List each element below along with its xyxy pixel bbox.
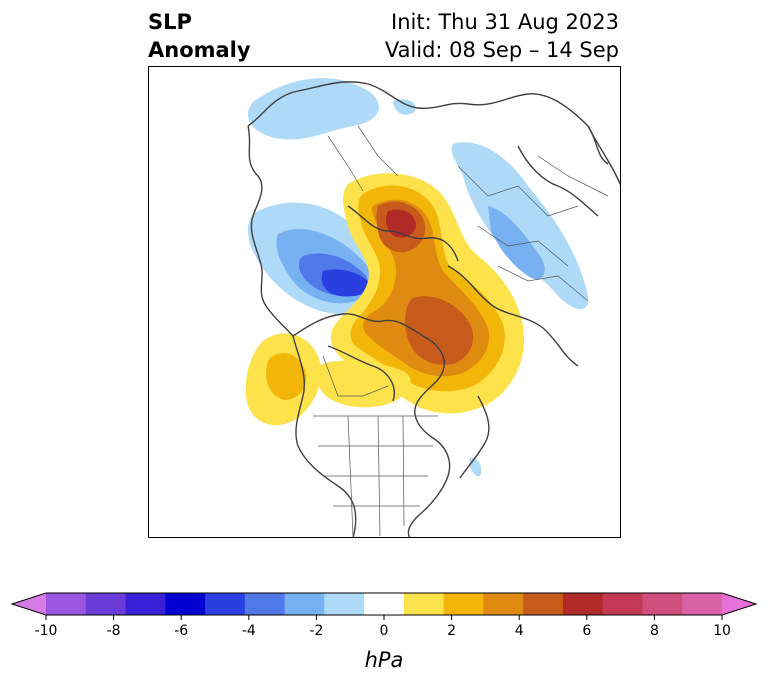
colorbar-segment (642, 593, 683, 615)
valid-range: Valid: 08 Sep – 14 Sep (384, 38, 619, 62)
colorbar-tick-label: -10 (35, 623, 58, 639)
title-line-1: SLP (148, 10, 192, 34)
forecast-dates: Init: Thu 31 Aug 2023 Valid: 08 Sep – 14… (385, 8, 619, 64)
colorbar-segment (483, 593, 524, 615)
colorbar-segment (403, 593, 445, 615)
colorbar-segments (10, 592, 758, 616)
colorbar-segment (324, 593, 365, 615)
colorbar-tick-label: -4 (242, 623, 256, 639)
colorbar-segment (125, 593, 166, 615)
colorbar-segment (244, 593, 286, 615)
colorbar-extend-high (722, 593, 756, 615)
colorbar-tick-label: 6 (582, 623, 591, 639)
colorbar: -10 -8 -6 -4 -2 0 2 4 6 8 10 hPa (10, 592, 758, 672)
colorbar-tick-label: -2 (309, 623, 323, 639)
colorbar-segment (46, 593, 87, 615)
colorbar-segment (85, 593, 127, 615)
colorbar-segment (284, 593, 325, 615)
coastlines (247, 81, 621, 538)
colorbar-tick-label: -6 (174, 623, 188, 639)
colorbar-segment (443, 593, 485, 615)
colorbar-tick-label: -8 (107, 623, 121, 639)
colorbar-segment (205, 593, 246, 615)
colorbar-tick-label: 4 (515, 623, 524, 639)
positive-anomaly-regions (245, 173, 525, 426)
colorbar-segment (165, 593, 206, 615)
colorbar-tick-label: 8 (650, 623, 659, 639)
title-line-2: Anomaly (148, 38, 251, 62)
colorbar-tick-label: 0 (380, 623, 389, 639)
colorbar-segment (562, 593, 604, 615)
political-borders (313, 125, 609, 537)
init-date: Init: Thu 31 Aug 2023 (391, 10, 619, 34)
negative-anomaly-regions (248, 78, 589, 477)
colorbar-segment (602, 593, 644, 615)
colorbar-tick-label: 2 (447, 623, 456, 639)
colorbar-segment (682, 593, 723, 615)
colorbar-tick-label: 10 (713, 623, 731, 639)
colorbar-extend-low (12, 593, 46, 615)
map-frame (148, 66, 621, 538)
colorbar-segment (523, 593, 564, 615)
map-title: SLP Anomaly (148, 8, 251, 64)
colorbar-segment (364, 593, 405, 615)
colorbar-units: hPa (365, 648, 404, 672)
slp-anomaly-map (148, 66, 621, 538)
colorbar-ticks: -10 -8 -6 -4 -2 0 2 4 6 8 10 (35, 615, 731, 639)
